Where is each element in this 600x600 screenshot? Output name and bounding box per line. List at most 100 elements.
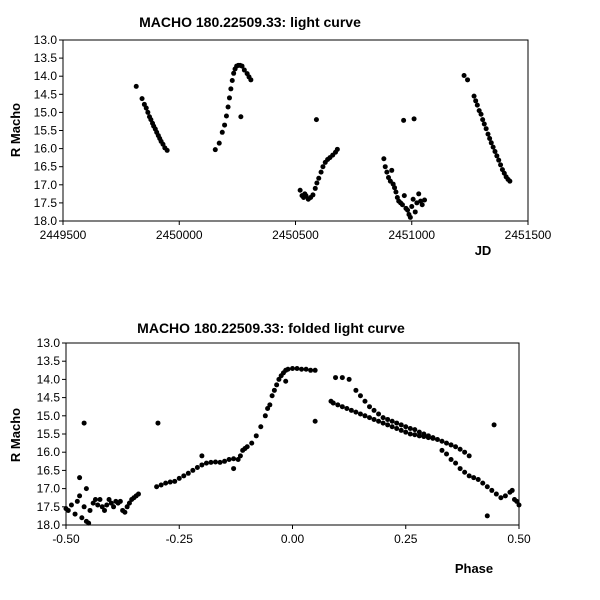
light-curve-points	[133, 62, 513, 220]
light-curve-data-point	[474, 102, 480, 108]
light-curve-ylabel: R Macho	[8, 103, 23, 157]
folded-curve-data-point	[357, 411, 363, 417]
light-curve-data-point	[334, 146, 340, 152]
folded-curve-y-tick-label: 13.0	[37, 336, 61, 350]
light-curve-chart: MACHO 180.22509.33: light curve R Macho …	[8, 14, 552, 258]
folded-curve-data-point	[163, 480, 169, 486]
folded-curve-y-tick-label: 14.0	[37, 372, 61, 386]
folded-curve-data-point	[421, 431, 427, 437]
light-curve-data-point	[225, 104, 231, 110]
folded-curve-data-point	[434, 436, 440, 442]
light-curve-data-point	[229, 78, 235, 84]
folded-curve-y-tick-label: 14.5	[37, 391, 61, 405]
folded-curve-data-point	[444, 440, 450, 446]
folded-curve-data-point	[453, 444, 459, 450]
folded-curve-data-point	[371, 407, 377, 413]
light-curve-data-point	[492, 148, 498, 154]
folded-curve-y-tick-label: 17.5	[37, 500, 61, 514]
light-curve-data-point	[488, 140, 494, 146]
folded-curve-data-point	[389, 424, 395, 430]
light-curve-xlabel: JD	[475, 243, 492, 258]
folded-curve-data-point	[212, 459, 218, 465]
folded-curve-data-point	[457, 446, 463, 452]
folded-curve-data-point	[83, 486, 89, 492]
light-curve-data-point	[414, 200, 420, 206]
folded-curve-y-ticks: 13.0 13.5 14.0 14.5 15.0 15.5 16.0 16.5 17.0 17.5…	[37, 336, 66, 532]
folded-curve-data-point	[124, 504, 130, 510]
folded-curve-data-point	[385, 422, 391, 428]
light-curve-data-point	[498, 162, 504, 168]
folded-curve-data-point	[108, 500, 114, 506]
light-curve-data-point	[231, 70, 237, 76]
folded-curve-data-point	[231, 456, 237, 462]
folded-curve-data-point	[203, 460, 209, 466]
folded-curve-data-point	[491, 422, 497, 428]
light-curve-data-point	[302, 191, 308, 197]
folded-curve-data-point	[502, 493, 508, 499]
folded-curve-data-point	[346, 376, 352, 382]
light-curve-data-point	[313, 117, 319, 123]
folded-curve-x-tick-label: -0.25	[166, 532, 194, 546]
folded-curve-x-tick-label: 0.00	[281, 532, 305, 546]
light-curve-y-ticks: 13.0 13.5 14.0 14.5 15.0 15.5 16.0 16.5 17.0 17.5…	[34, 33, 63, 228]
folded-curve-data-point	[457, 466, 463, 472]
light-curve-data-point	[226, 95, 232, 101]
light-curve-data-point	[483, 126, 489, 132]
folded-curve-data-point	[367, 404, 373, 410]
light-curve-y-tick-label: 16.5	[34, 160, 58, 174]
light-curve-data-point	[318, 169, 324, 175]
light-curve-data-point	[320, 164, 326, 170]
folded-curve-data-point	[403, 424, 409, 430]
folded-curve-data-point	[376, 418, 382, 424]
folded-curve-data-point	[276, 376, 282, 382]
light-curve-data-point	[139, 96, 145, 102]
folded-curve-ylabel: R Macho	[8, 408, 23, 462]
folded-curve-data-point	[106, 497, 112, 503]
folded-curve-data-point	[339, 404, 345, 410]
folded-curve-data-point	[265, 406, 271, 412]
folded-curve-data-point	[362, 398, 368, 404]
folded-curve-data-point	[308, 367, 314, 373]
light-curve-data-point	[401, 117, 407, 123]
folded-curve-data-point	[448, 442, 454, 448]
folded-curve-data-point	[339, 375, 345, 381]
light-curve-data-point	[384, 169, 390, 175]
folded-curve-data-point	[244, 444, 250, 450]
folded-curve-data-point	[126, 500, 132, 506]
folded-curve-data-point	[217, 459, 223, 465]
folded-curve-data-point	[102, 507, 108, 513]
light-curve-data-point	[393, 189, 399, 195]
folded-curve-data-point	[274, 382, 280, 388]
folded-curve-data-point	[92, 497, 98, 503]
folded-curve-y-tick-label: 13.5	[37, 354, 61, 368]
folded-curve-data-point	[237, 453, 243, 459]
light-curve-data-point	[409, 204, 415, 210]
light-curve-data-point	[223, 113, 229, 119]
light-curve-plot-frame	[62, 39, 529, 222]
folded-curve-data-point	[380, 420, 386, 426]
folded-curve-data-point	[348, 407, 354, 413]
folded-curve-data-point	[81, 420, 87, 426]
folded-curve-data-point	[77, 475, 83, 481]
folded-curve-data-point	[158, 482, 164, 488]
light-curve-data-point	[228, 86, 234, 92]
folded-curve-data-point	[97, 497, 103, 503]
light-curve-data-point	[241, 67, 247, 73]
light-curve-data-point	[416, 191, 422, 197]
folded-curve-x-ticks: -0.50 -0.25 0.00 0.25 0.50	[52, 525, 531, 546]
light-curve-data-point	[239, 63, 245, 69]
light-curve-y-tick-label: 15.0	[34, 105, 58, 119]
light-curve-data-point	[481, 121, 487, 127]
folded-curve-data-point	[416, 433, 422, 439]
folded-curve-data-point	[389, 418, 395, 424]
folded-curve-data-point	[439, 438, 445, 444]
light-curve-data-point	[473, 98, 479, 104]
folded-curve-data-point	[480, 480, 486, 486]
light-curve-data-point	[399, 202, 405, 208]
folded-curve-data-point	[394, 426, 400, 432]
folded-curve-data-point	[398, 422, 404, 428]
folded-curve-data-point	[68, 502, 74, 508]
folded-curve-data-point	[444, 451, 450, 457]
light-curve-data-point	[407, 214, 413, 220]
folded-curve-data-point	[190, 467, 196, 473]
